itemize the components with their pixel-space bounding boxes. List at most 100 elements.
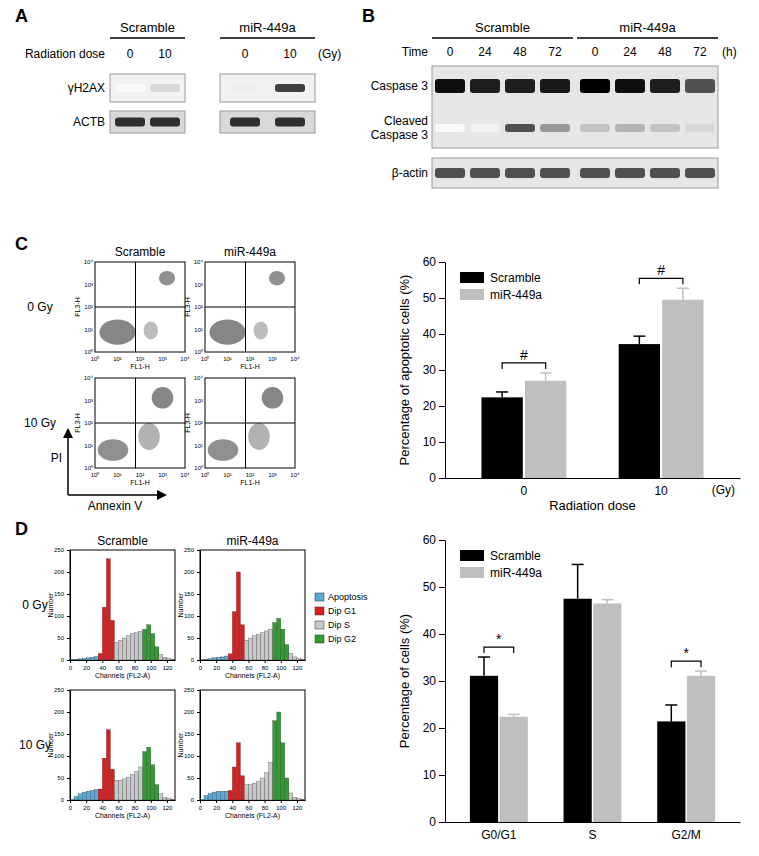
error-cap — [677, 288, 689, 290]
tick-label: 10³ — [84, 282, 93, 288]
tick: 50 — [57, 635, 70, 641]
axis-title: Channels (FL2-A) — [225, 812, 280, 820]
tick-label: 0 — [191, 797, 195, 803]
plot-area — [481, 288, 703, 478]
tick: 120 — [292, 800, 303, 811]
histogram-bar — [253, 636, 257, 660]
histogram-bar — [236, 572, 240, 660]
tick: 0 — [191, 657, 200, 663]
histogram-bar — [90, 790, 94, 800]
band — [685, 124, 715, 132]
tick-label: 10¹ — [84, 327, 93, 333]
histogram-bar — [167, 659, 171, 660]
tick: 80 — [262, 800, 269, 811]
tick-mark — [86, 660, 87, 663]
tick-label: 60 — [246, 805, 253, 811]
tick: 0 — [61, 797, 70, 803]
tick-label: 0 — [199, 805, 203, 811]
tick-mark — [197, 690, 200, 691]
tick-mark — [439, 442, 445, 443]
axis-title: Percentage of apoptotic cells (%) — [397, 275, 412, 466]
significance-bracket — [484, 647, 514, 653]
tick: 0 — [521, 478, 528, 498]
tick-label: 0 — [191, 657, 195, 663]
tick-label: 50 — [187, 775, 194, 781]
tick-mark — [118, 660, 119, 663]
histogram-bar — [135, 633, 139, 660]
histogram-bar — [301, 799, 305, 800]
bar — [687, 676, 715, 822]
tick: 80 — [132, 660, 139, 671]
tick-mark — [197, 638, 200, 639]
tick-mark — [67, 594, 70, 595]
axis-title: Channels (FL2-A) — [95, 672, 150, 680]
axis-line — [70, 691, 71, 801]
tick: 40 — [229, 660, 236, 671]
tick-mark — [67, 800, 70, 801]
tick: 200 — [184, 569, 200, 575]
panel-label: D — [15, 519, 28, 539]
group-rule — [220, 37, 315, 39]
histogram-bar — [74, 796, 78, 800]
histogram-bar — [228, 790, 232, 800]
tick-label: 20 — [213, 665, 220, 671]
cell-population — [100, 320, 136, 345]
tick-label: 10³ — [158, 356, 167, 362]
tick-label: 80 — [132, 805, 139, 811]
axis-title: Number — [47, 732, 54, 758]
histogram-bar — [114, 780, 118, 800]
column-label: miR-449a — [224, 245, 276, 259]
tick-label: 10⁴ — [84, 259, 94, 265]
plot-frame — [70, 550, 175, 660]
histogram-bar — [106, 730, 110, 800]
bar — [619, 344, 660, 478]
histogram-bar — [220, 791, 224, 800]
tick-mark — [167, 660, 168, 663]
error-stem — [545, 373, 547, 381]
tick-label: 20 — [83, 805, 90, 811]
quadrant-line — [95, 423, 185, 424]
x-axis: G0/G1SG2/M — [446, 822, 741, 842]
histogram-bar — [147, 747, 151, 800]
axis-title: Channels (FL2-A) — [225, 672, 280, 680]
lane-label: 72 — [693, 45, 707, 59]
tick-label: 10² — [246, 472, 255, 478]
axis-title: PI — [51, 451, 62, 465]
tick-mark — [439, 334, 445, 335]
band — [150, 84, 180, 92]
tick: 80 — [262, 660, 269, 671]
histogram-bar — [261, 778, 265, 800]
lane-label: 24 — [478, 45, 492, 59]
axis-title: Number — [177, 732, 184, 758]
tick-mark — [197, 616, 200, 617]
tick: 60 — [246, 800, 253, 811]
row-label: ACTB — [73, 115, 105, 129]
tick-label: 20 — [213, 805, 220, 811]
tick-label: 250 — [184, 547, 195, 553]
histogram-bar — [289, 654, 293, 660]
error-bar — [508, 714, 520, 716]
cell-population — [208, 439, 239, 461]
tick-label: 10² — [136, 472, 145, 478]
histogram-bar — [143, 752, 147, 800]
tick-mark — [197, 660, 200, 661]
tick-label: 10⁰ — [201, 471, 210, 478]
tick-mark — [102, 660, 103, 663]
histogram-bar — [232, 767, 236, 800]
plot-area — [204, 712, 305, 800]
axis-line — [446, 478, 741, 479]
tick-label: 150 — [184, 731, 195, 737]
tick-mark — [297, 660, 298, 663]
histogram-bar — [224, 656, 228, 660]
tick-label: 20 — [423, 721, 437, 735]
legend-swatch — [460, 550, 484, 561]
band — [650, 79, 680, 93]
lane-label: 0 — [127, 47, 134, 61]
error-stem — [501, 392, 503, 397]
cell-population — [144, 321, 158, 339]
axis-title: Radiation dose — [549, 498, 636, 513]
histogram-bar — [228, 654, 232, 660]
histogram-bar — [114, 642, 118, 660]
tick: 250 — [184, 547, 200, 553]
legend: ScramblemiR-449a — [460, 271, 542, 302]
